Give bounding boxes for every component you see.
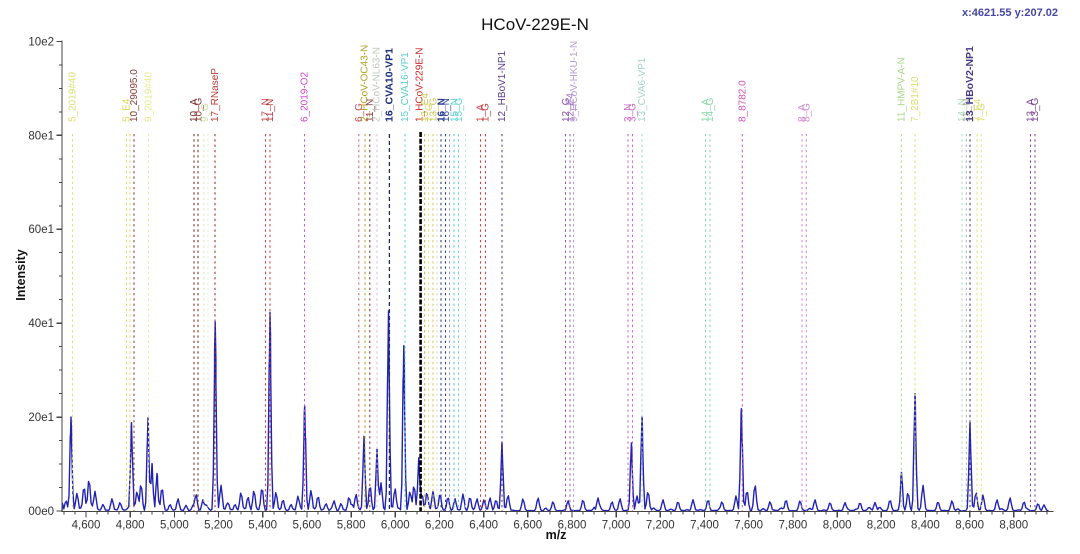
svg-text:5,200: 5,200: [204, 520, 233, 532]
svg-text:13_CVA6-VP1: 13_CVA6-VP1: [637, 57, 648, 122]
svg-text:6,800: 6,800: [558, 520, 587, 532]
svg-text:7,200: 7,200: [646, 520, 675, 532]
svg-text:7,000: 7,000: [602, 520, 631, 532]
svg-text:6_2019-O2: 6_2019-O2: [300, 72, 311, 122]
svg-text:6_G: 6_G: [354, 103, 365, 122]
svg-text:7_G: 7_G: [977, 103, 988, 122]
svg-text:7_E4: 7_E4: [973, 98, 984, 122]
svg-text:4,600: 4,600: [72, 520, 101, 532]
svg-text:8,000: 8,000: [823, 520, 852, 532]
svg-text:10e2: 10e2: [28, 36, 54, 48]
svg-text:14_N: 14_N: [957, 98, 968, 122]
svg-text:12_G: 12_G: [561, 97, 572, 122]
svg-text:13_E4: 13_E4: [420, 93, 431, 122]
svg-text:11_HMPV-A-N: 11_HMPV-A-N: [897, 57, 908, 122]
svg-text:5,600: 5,600: [293, 520, 322, 532]
svg-text:6,000: 6,000: [381, 520, 410, 532]
svg-text:16_N: 16_N: [437, 98, 448, 122]
svg-text:8_G: 8_G: [802, 103, 813, 122]
svg-text:16_CVA10-VP1: 16_CVA10-VP1: [384, 48, 396, 122]
svg-text:7,600: 7,600: [734, 520, 763, 532]
svg-text:1_HCoV-229E-N: 1_HCoV-229E-N: [415, 48, 426, 122]
svg-text:13_HBoV2-NP1: 13_HBoV2-NP1: [964, 46, 976, 122]
svg-text:7_2B1#10: 7_2B1#10: [910, 76, 921, 122]
svg-text:17_N: 17_N: [261, 98, 272, 122]
svg-text:8,400: 8,400: [911, 520, 940, 532]
svg-text:2_HCoV-NL63-N: 2_HCoV-NL63-N: [372, 47, 383, 122]
svg-text:10_G: 10_G: [194, 97, 205, 122]
svg-text:00e0: 00e0: [28, 506, 54, 518]
svg-text:10_29095.0: 10_29095.0: [129, 69, 140, 122]
svg-text:5_E4: 5_E4: [122, 98, 133, 122]
svg-text:13_G: 13_G: [429, 97, 440, 122]
svg-text:2_HCoV-OC43-N: 2_HCoV-OC43-N: [360, 45, 371, 122]
svg-text:5,000: 5,000: [160, 520, 189, 532]
svg-text:5,400: 5,400: [248, 520, 277, 532]
svg-text:11_N: 11_N: [365, 99, 376, 122]
svg-text:14_G: 14_G: [705, 97, 716, 122]
svg-text:6,600: 6,600: [513, 520, 542, 532]
svg-text:6,400: 6,400: [469, 520, 498, 532]
svg-text:6,200: 6,200: [425, 520, 454, 532]
svg-text:20e1: 20e1: [28, 412, 54, 424]
svg-text:9_2019#40: 9_2019#40: [144, 72, 155, 122]
svg-text:m/z: m/z: [546, 528, 567, 542]
svg-text:13_A: 13_A: [1026, 98, 1037, 122]
svg-text:8,200: 8,200: [867, 520, 896, 532]
svg-text:13_G: 13_G: [1030, 97, 1041, 122]
svg-text:9_G: 9_G: [200, 103, 211, 122]
svg-text:15_N: 15_N: [450, 98, 461, 122]
svg-text:14_A: 14_A: [701, 98, 712, 122]
svg-text:60e1: 60e1: [28, 224, 54, 236]
svg-text:15_G: 15_G: [454, 97, 465, 122]
svg-text:17_RNaseP: 17_RNaseP: [210, 68, 221, 122]
svg-text:7,400: 7,400: [690, 520, 719, 532]
svg-text:80e1: 80e1: [28, 130, 54, 142]
svg-text:4,800: 4,800: [116, 520, 145, 532]
svg-text:7,800: 7,800: [779, 520, 808, 532]
svg-text:5,800: 5,800: [337, 520, 366, 532]
svg-text:12_E4: 12_E4: [566, 93, 577, 122]
svg-text:8_8782.0: 8_8782.0: [738, 80, 749, 122]
svg-text:7_G: 7_G: [424, 103, 435, 122]
svg-text:1_A: 1_A: [476, 104, 487, 122]
svg-text:5_2019#40: 5_2019#40: [68, 72, 79, 122]
svg-text:Intensity: Intensity: [14, 249, 28, 300]
svg-text:11_N: 11_N: [265, 99, 276, 122]
svg-text:15_CVA16-VP1: 15_CVA16-VP1: [400, 52, 411, 122]
svg-text:11_N: 11_N: [962, 99, 973, 122]
svg-text:3_G: 3_G: [628, 103, 639, 122]
svg-text:8_A: 8_A: [797, 104, 808, 122]
svg-text:40e1: 40e1: [28, 318, 54, 330]
svg-text:9_HCoV-HKU-1-N: 9_HCoV-HKU-1-N: [569, 41, 580, 122]
svg-text:8,600: 8,600: [955, 520, 984, 532]
svg-text:3_N: 3_N: [623, 104, 634, 122]
svg-text:12_HBoV1-NP1: 12_HBoV1-NP1: [497, 50, 508, 122]
svg-text:x:4621.55 y:207.02: x:4621.55 y:207.02: [962, 7, 1058, 19]
svg-text:HCoV-229E-N: HCoV-229E-N: [481, 15, 589, 34]
svg-text:8,800: 8,800: [999, 520, 1028, 532]
svg-text:1_G: 1_G: [481, 103, 492, 122]
svg-text:10_A: 10_A: [189, 98, 200, 122]
svg-text:16_N: 16_N: [441, 98, 452, 122]
